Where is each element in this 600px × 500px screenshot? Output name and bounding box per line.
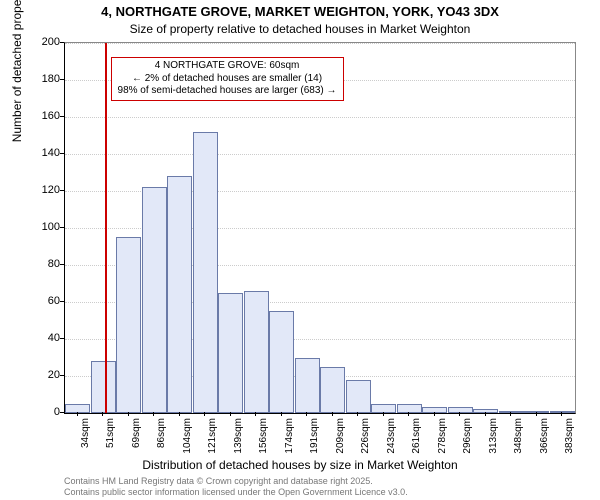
chart-title: 4, NORTHGATE GROVE, MARKET WEIGHTON, YOR… xyxy=(0,4,600,19)
attribution-line: Contains HM Land Registry data © Crown c… xyxy=(64,476,408,487)
xtick-mark xyxy=(77,412,78,416)
ytick-label: 140 xyxy=(28,147,60,159)
annotation-box: 4 NORTHGATE GROVE: 60sqm← 2% of detached… xyxy=(111,57,344,101)
ytick-mark xyxy=(60,338,64,339)
xtick-mark xyxy=(485,412,486,416)
histogram-bar xyxy=(167,176,192,413)
histogram-bar xyxy=(244,291,269,413)
ytick-label: 20 xyxy=(28,369,60,381)
ytick-label: 120 xyxy=(28,184,60,196)
ytick-mark xyxy=(60,153,64,154)
xtick-label: 243sqm xyxy=(386,418,397,463)
x-axis-label: Distribution of detached houses by size … xyxy=(0,458,600,472)
annotation-line: 4 NORTHGATE GROVE: 60sqm xyxy=(118,60,337,73)
ytick-mark xyxy=(60,42,64,43)
xtick-label: 261sqm xyxy=(411,418,422,463)
xtick-label: 278sqm xyxy=(437,418,448,463)
xtick-mark xyxy=(128,412,129,416)
xtick-mark xyxy=(510,412,511,416)
xtick-mark xyxy=(153,412,154,416)
ytick-label: 100 xyxy=(28,221,60,233)
chart-subtitle: Size of property relative to detached ho… xyxy=(0,22,600,36)
xtick-mark xyxy=(281,412,282,416)
xtick-label: 34sqm xyxy=(80,418,91,463)
xtick-label: 191sqm xyxy=(309,418,320,463)
ytick-mark xyxy=(60,412,64,413)
xtick-label: 121sqm xyxy=(207,418,218,463)
gridline xyxy=(65,154,575,155)
xtick-mark xyxy=(383,412,384,416)
ytick-label: 180 xyxy=(28,73,60,85)
ytick-label: 160 xyxy=(28,110,60,122)
xtick-label: 86sqm xyxy=(156,418,167,463)
histogram-bar xyxy=(346,380,371,413)
ytick-mark xyxy=(60,301,64,302)
xtick-label: 226sqm xyxy=(360,418,371,463)
annotation-line: ← 2% of detached houses are smaller (14) xyxy=(118,73,337,86)
attribution-line: Contains public sector information licen… xyxy=(64,487,408,498)
ytick-label: 0 xyxy=(28,406,60,418)
ytick-mark xyxy=(60,227,64,228)
histogram-bar xyxy=(269,311,294,413)
gridline xyxy=(65,117,575,118)
y-axis-label: Number of detached properties xyxy=(10,0,24,142)
xtick-mark xyxy=(179,412,180,416)
ytick-mark xyxy=(60,190,64,191)
xtick-label: 51sqm xyxy=(105,418,116,463)
histogram-bar xyxy=(116,237,141,413)
gridline xyxy=(65,43,575,44)
ytick-label: 60 xyxy=(28,295,60,307)
annotation-line: 98% of semi-detached houses are larger (… xyxy=(118,85,337,98)
histogram-bar xyxy=(91,361,116,413)
attribution-text: Contains HM Land Registry data © Crown c… xyxy=(64,476,408,498)
ytick-mark xyxy=(60,79,64,80)
xtick-label: 383sqm xyxy=(564,418,575,463)
xtick-label: 209sqm xyxy=(335,418,346,463)
xtick-label: 174sqm xyxy=(284,418,295,463)
ytick-label: 80 xyxy=(28,258,60,270)
xtick-mark xyxy=(204,412,205,416)
xtick-mark xyxy=(536,412,537,416)
histogram-bar xyxy=(218,293,243,413)
xtick-label: 313sqm xyxy=(488,418,499,463)
xtick-mark xyxy=(408,412,409,416)
xtick-label: 296sqm xyxy=(462,418,473,463)
xtick-mark xyxy=(306,412,307,416)
ytick-label: 40 xyxy=(28,332,60,344)
xtick-label: 348sqm xyxy=(513,418,524,463)
xtick-label: 69sqm xyxy=(131,418,142,463)
xtick-label: 104sqm xyxy=(182,418,193,463)
xtick-mark xyxy=(561,412,562,416)
ytick-label: 200 xyxy=(28,36,60,48)
property-marker-line xyxy=(105,43,107,413)
histogram-bar xyxy=(295,358,320,414)
ytick-mark xyxy=(60,264,64,265)
histogram-chart: 4, NORTHGATE GROVE, MARKET WEIGHTON, YOR… xyxy=(0,0,600,500)
histogram-bar xyxy=(193,132,218,413)
xtick-mark xyxy=(332,412,333,416)
xtick-mark xyxy=(357,412,358,416)
xtick-label: 139sqm xyxy=(233,418,244,463)
histogram-bar xyxy=(142,187,167,413)
xtick-mark xyxy=(102,412,103,416)
xtick-mark xyxy=(255,412,256,416)
ytick-mark xyxy=(60,116,64,117)
xtick-mark xyxy=(434,412,435,416)
histogram-bar xyxy=(320,367,345,413)
ytick-mark xyxy=(60,375,64,376)
xtick-mark xyxy=(459,412,460,416)
xtick-label: 156sqm xyxy=(258,418,269,463)
plot-area: 4 NORTHGATE GROVE: 60sqm← 2% of detached… xyxy=(64,42,576,414)
xtick-label: 366sqm xyxy=(539,418,550,463)
xtick-mark xyxy=(230,412,231,416)
